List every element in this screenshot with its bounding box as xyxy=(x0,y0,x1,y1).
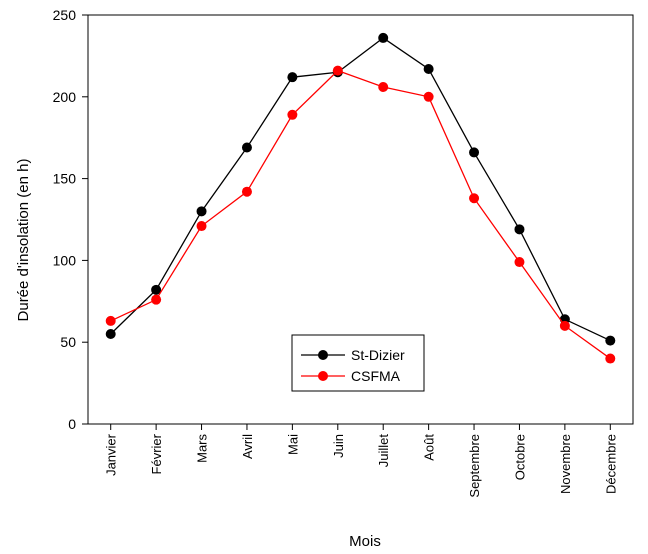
legend-box xyxy=(291,334,425,392)
data-point xyxy=(332,65,343,76)
data-point xyxy=(241,142,252,153)
plot-frame xyxy=(87,14,634,425)
data-point xyxy=(423,91,434,102)
y-axis-label: Durée d'insolation (en h) xyxy=(15,159,32,322)
x-tick-label: Janvier xyxy=(104,433,119,476)
data-point xyxy=(151,284,162,295)
x-tick-label: Septembre xyxy=(467,434,482,498)
data-point xyxy=(469,193,480,204)
data-point xyxy=(241,186,252,197)
data-point xyxy=(469,147,480,158)
y-tick-label: 200 xyxy=(53,89,77,105)
series-layer xyxy=(105,32,616,364)
x-tick-label: Mars xyxy=(195,434,210,463)
x-tick-label: Octobre xyxy=(512,434,527,480)
y-tick-label: 150 xyxy=(53,171,77,187)
x-tick-label: Mai xyxy=(285,434,300,455)
data-point xyxy=(378,32,389,43)
data-point xyxy=(559,320,570,331)
x-tick-label: Avril xyxy=(240,434,255,459)
series-csfma xyxy=(105,65,616,364)
y-tick-label: 250 xyxy=(53,7,77,23)
legend-marker-csfma xyxy=(318,371,328,381)
data-point xyxy=(378,81,389,92)
data-point xyxy=(605,335,616,346)
legend-label-csfma: CSFMA xyxy=(351,368,401,384)
data-point xyxy=(514,257,525,268)
data-point xyxy=(196,206,207,217)
legend-label-st-dizier: St-Dizier xyxy=(351,347,405,363)
x-tick-label: Novembre xyxy=(558,434,573,494)
axes xyxy=(87,14,634,425)
y-tick-label: 0 xyxy=(68,416,76,432)
x-axis-label: Mois xyxy=(349,533,381,550)
data-point xyxy=(605,353,616,364)
data-point xyxy=(105,315,116,326)
data-point xyxy=(151,294,162,305)
x-tick-label: Juin xyxy=(331,434,346,458)
data-point xyxy=(423,63,434,74)
legend: St-Dizier CSFMA xyxy=(291,334,425,392)
series-st-dizier xyxy=(105,32,616,346)
data-point xyxy=(196,221,207,232)
y-tick-label: 100 xyxy=(53,252,77,268)
tick-marks: 0 50 100 150 200 250 Janvier Février Mars Avril Ma… xyxy=(53,7,619,498)
legend-marker-st-dizier xyxy=(318,350,328,360)
series-line xyxy=(110,37,611,342)
data-point xyxy=(287,109,298,120)
data-point xyxy=(514,224,525,235)
x-tick-label: Juillet xyxy=(376,434,391,468)
x-tick-label: Août xyxy=(422,434,437,461)
x-tick-label: Février xyxy=(149,433,164,474)
data-point xyxy=(287,72,298,83)
y-tick-label: 50 xyxy=(60,334,76,350)
x-tick-label: Décembre xyxy=(603,434,618,494)
data-point xyxy=(105,329,116,340)
series-line xyxy=(110,69,611,360)
